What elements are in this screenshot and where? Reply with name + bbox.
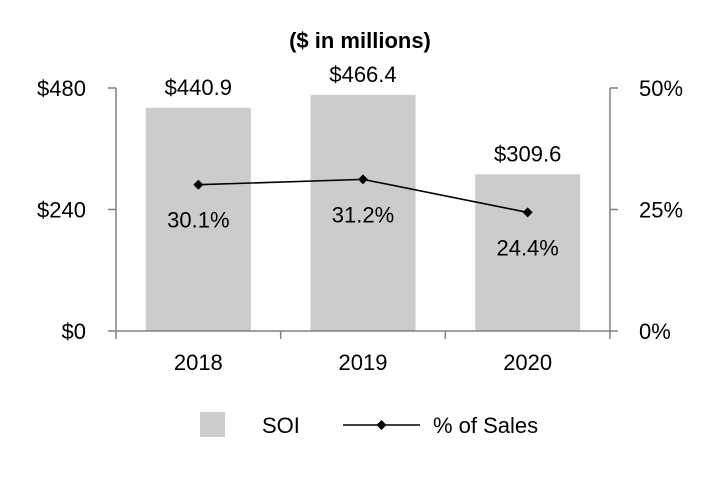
- x-tick-label: 2020: [503, 350, 552, 375]
- chart-title: ($ in millions): [289, 28, 431, 53]
- line-series-group: [193, 174, 533, 218]
- line-marker-2018: [193, 179, 204, 190]
- y-left-tick-label: $480: [37, 76, 86, 101]
- x-tick-label: 2018: [174, 350, 223, 375]
- bar-value-label: $440.9: [165, 75, 232, 100]
- y-right-tick-label: 50%: [639, 76, 683, 101]
- line-marker-2019: [358, 174, 368, 185]
- line-value-label: 24.4%: [496, 235, 558, 260]
- y-right-tick-label: 0%: [639, 319, 671, 344]
- bar-value-label: $466.4: [329, 62, 396, 87]
- bar-2018: [145, 107, 251, 331]
- legend-label-soi: SOI: [262, 413, 300, 438]
- data-labels-group: $440.9 $466.4 $309.6 30.1% 31.2% 24.4%: [165, 62, 562, 261]
- bar-value-label: $309.6: [494, 141, 561, 166]
- y-left-tick-label: $240: [37, 198, 86, 223]
- y-left-tick-label: $0: [62, 319, 86, 344]
- legend-swatch-soi: [200, 412, 225, 437]
- legend-marker-percent: [376, 420, 387, 430]
- line-value-label: 31.2%: [332, 202, 394, 227]
- legend-label-percent: % of Sales: [433, 413, 538, 438]
- legend: SOI % of Sales: [200, 412, 538, 438]
- bar-2019: [310, 94, 416, 331]
- bars-group: [145, 94, 581, 331]
- line-value-label: 30.1%: [167, 208, 229, 233]
- axes-group: $0 $240 $480 0% 25% 50% 2018 2019 2020: [37, 76, 683, 375]
- x-tick-label: 2019: [339, 350, 388, 375]
- line-marker-2020: [522, 207, 533, 218]
- bar-2020: [475, 174, 581, 331]
- y-right-tick-label: 25%: [639, 198, 683, 223]
